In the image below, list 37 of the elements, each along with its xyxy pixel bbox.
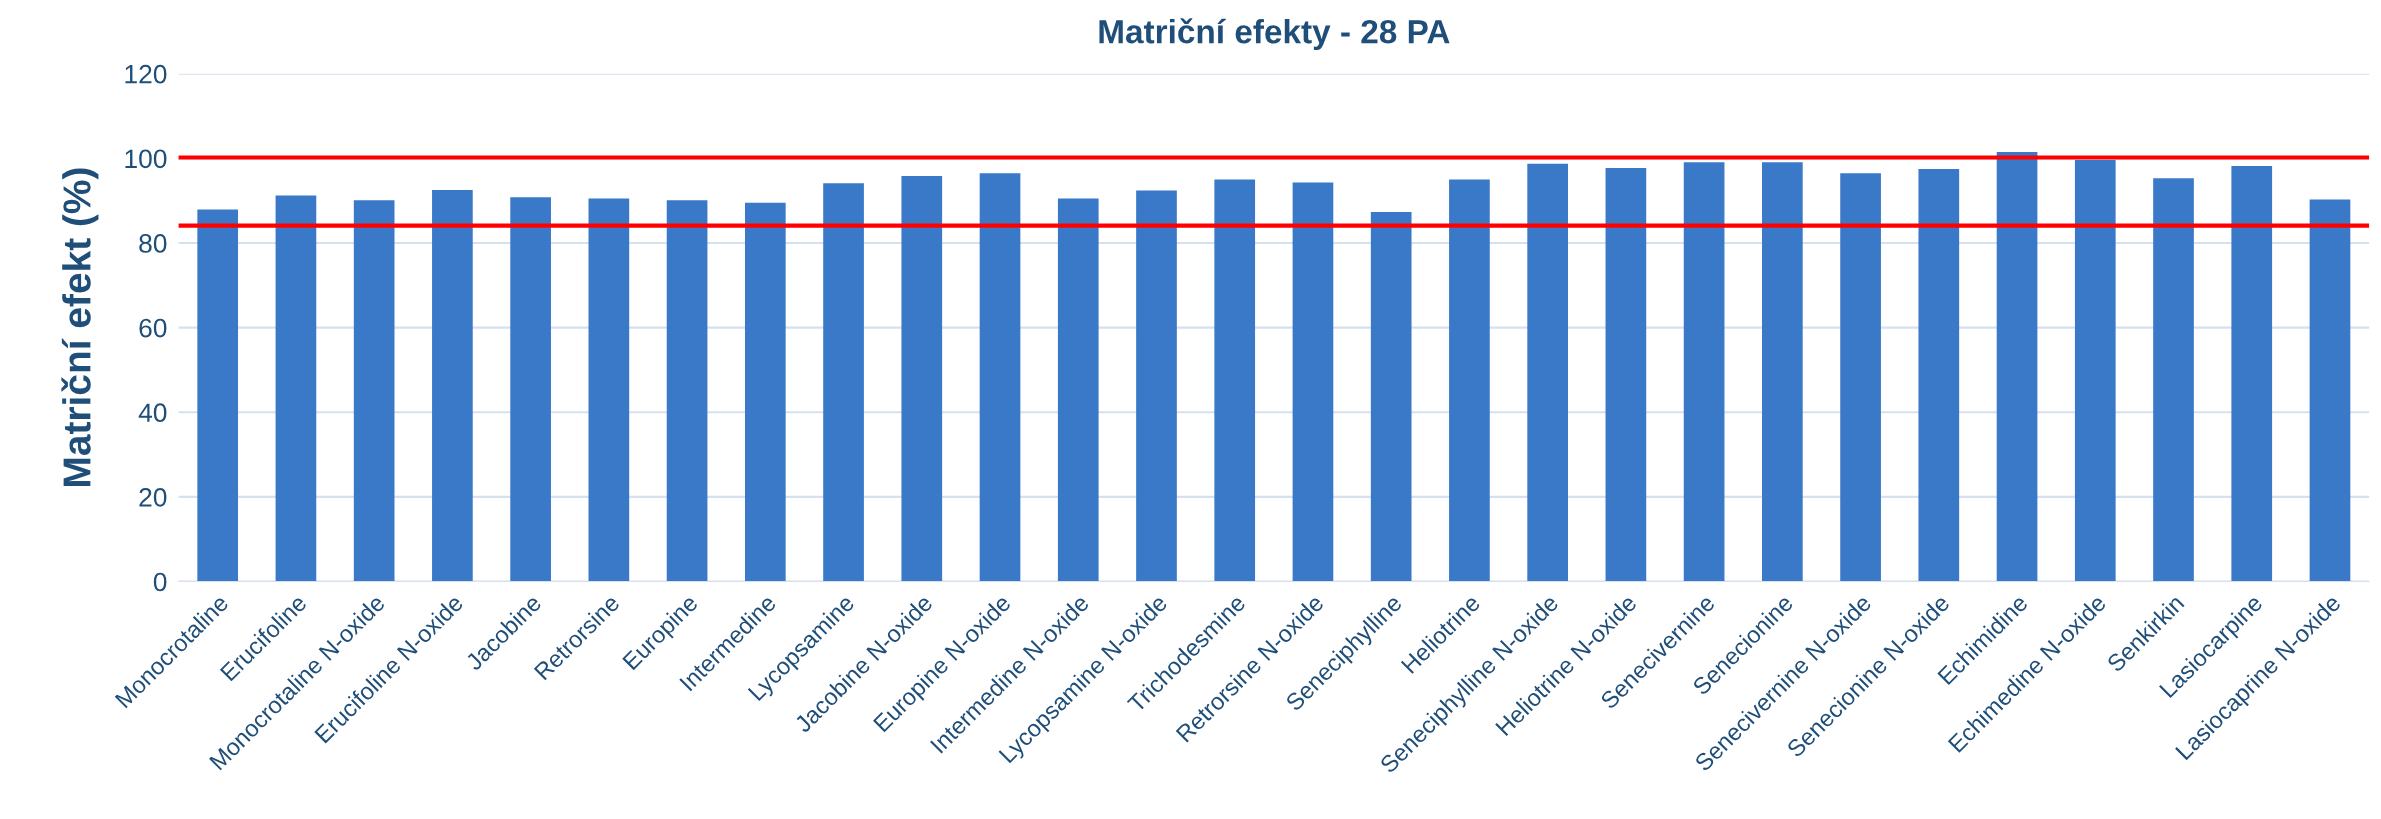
bar	[588, 198, 630, 582]
bar	[901, 176, 943, 582]
y-tick-label: 20	[139, 487, 167, 507]
bar	[1918, 168, 1960, 582]
bar	[432, 190, 473, 582]
bar	[1292, 182, 1334, 582]
bar	[823, 183, 864, 582]
chart-title: Matriční efekty - 28 PA	[1099, 18, 1450, 51]
y-tick-label: 0	[153, 572, 167, 592]
bar	[1449, 179, 1490, 582]
bar	[1840, 173, 1881, 582]
bar	[1605, 168, 1647, 582]
bar	[2231, 165, 2273, 582]
bar	[2074, 160, 2116, 582]
bar	[1683, 162, 1725, 582]
y-tick-label: 80	[139, 234, 167, 253]
bar	[1527, 163, 1568, 582]
y-tick-label: 60	[139, 318, 167, 338]
bar	[275, 195, 317, 582]
y-tick-label: 100	[125, 149, 167, 169]
bar	[1370, 212, 1412, 582]
bar	[1057, 198, 1099, 582]
bar	[1996, 151, 2038, 582]
bar	[2309, 199, 2351, 582]
bar	[2153, 178, 2194, 582]
y-tick-label: 120	[125, 64, 167, 84]
bar	[353, 200, 395, 582]
bar	[744, 202, 786, 582]
y-tick-label: 40	[138, 403, 167, 423]
bar	[1136, 190, 1177, 582]
bar	[1762, 162, 1803, 582]
bar	[1214, 179, 1256, 582]
y-axis-title: Matriční efekt (%)	[61, 168, 99, 486]
bar	[979, 173, 1021, 582]
bar	[666, 200, 708, 582]
bar	[197, 209, 239, 582]
bar	[510, 197, 551, 582]
